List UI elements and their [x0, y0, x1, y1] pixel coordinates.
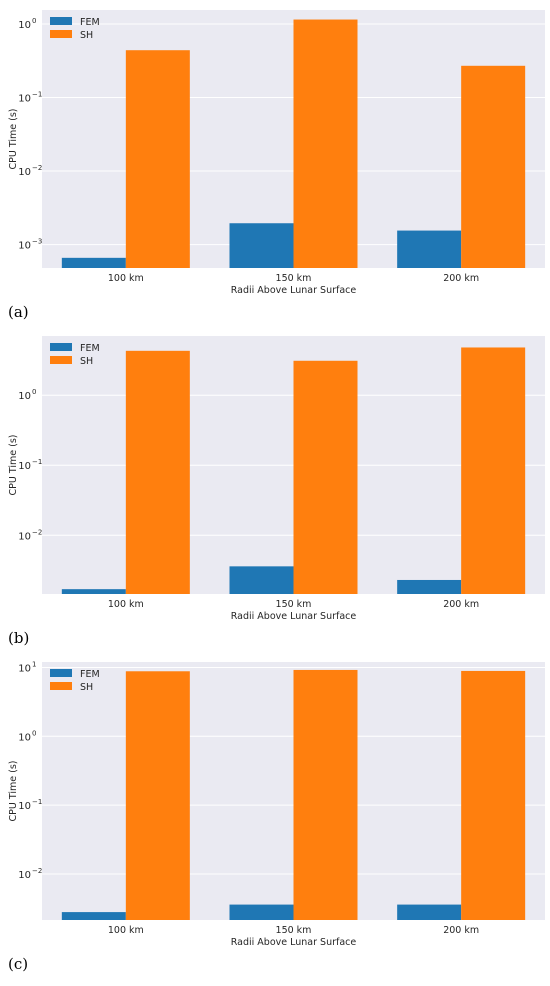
panel-label-a: (a): [8, 303, 29, 321]
y-tick-exponent: 1: [32, 660, 36, 668]
x-tick-label: 200 km: [443, 273, 479, 284]
x-tick-label: 100 km: [108, 273, 144, 284]
y-tick-label: 10: [18, 663, 31, 674]
x-axis-label: Radii Above Lunar Surface: [231, 611, 357, 622]
bar-fem: [61, 589, 126, 594]
y-tick-label: 10: [18, 94, 31, 105]
legend-swatch-fem: [50, 343, 72, 351]
bar-fem: [229, 904, 294, 920]
y-tick-exponent: −1: [32, 798, 42, 806]
y-axis-label: CPU Time (s): [8, 109, 19, 170]
x-tick-label: 150 km: [276, 599, 312, 610]
y-tick-exponent: −2: [32, 164, 42, 172]
panel-label-b: (b): [8, 629, 30, 647]
bar-fem: [229, 566, 294, 594]
chart-panel-c: 10 1 10 0 10 −1 10 −2 100 km 150 km 200 km Radii Ab…: [0, 652, 550, 977]
y-tick-exponent: −2: [32, 867, 42, 875]
legend-swatch-fem: [50, 17, 72, 25]
bar-sh: [461, 65, 526, 268]
bar-fem: [397, 579, 462, 594]
y-tick-label: 10: [18, 801, 31, 812]
y-axis-label: CPU Time (s): [8, 435, 19, 496]
bar-fem: [61, 257, 126, 268]
x-axis-label: Radii Above Lunar Surface: [231, 285, 357, 296]
y-tick-label: 10: [18, 531, 31, 542]
legend-label: FEM: [80, 343, 100, 354]
y-tick-label: 10: [18, 20, 31, 31]
bar-sh: [125, 50, 190, 269]
legend-label: FEM: [80, 669, 100, 680]
x-tick-label: 150 km: [276, 925, 312, 936]
y-tick-label: 10: [18, 241, 31, 252]
y-tick-label: 10: [18, 391, 31, 402]
bar-fem: [229, 223, 294, 268]
x-tick-label: 100 km: [108, 599, 144, 610]
bar-sh: [293, 669, 358, 920]
x-tick-label: 200 km: [443, 925, 479, 936]
legend-label: SH: [80, 682, 93, 693]
bar-sh: [293, 19, 358, 268]
legend-label: SH: [80, 356, 93, 367]
y-tick-exponent: −1: [32, 91, 42, 99]
chart-panel-b: 10 0 10 −1 10 −2 100 km 150 km 200 km Radii Above…: [0, 326, 550, 651]
legend-swatch-fem: [50, 669, 72, 677]
y-tick-label: 10: [18, 870, 31, 881]
legend-swatch-sh: [50, 356, 72, 364]
bar-fem: [397, 904, 462, 920]
bar-sh: [461, 347, 526, 594]
bar-sh: [461, 670, 526, 920]
bar-fem: [61, 912, 126, 920]
bar-sh: [125, 350, 190, 594]
panel-label-c: (c): [8, 955, 29, 973]
x-tick-label: 200 km: [443, 599, 479, 610]
y-tick-exponent: 0: [32, 17, 36, 25]
y-tick-label: 10: [18, 732, 31, 743]
y-tick-exponent: −2: [32, 528, 42, 536]
bar-sh: [125, 671, 190, 920]
legend-swatch-sh: [50, 30, 72, 38]
y-tick-exponent: 0: [32, 388, 36, 396]
bar-fem: [397, 230, 462, 268]
y-tick-label: 10: [18, 167, 31, 178]
y-tick-label: 10: [18, 461, 31, 472]
y-tick-exponent: 0: [32, 729, 36, 737]
legend-label: FEM: [80, 17, 100, 28]
x-tick-label: 100 km: [108, 925, 144, 936]
legend-label: SH: [80, 30, 93, 41]
x-tick-label: 150 km: [276, 273, 312, 284]
x-axis-label: Radii Above Lunar Surface: [231, 937, 357, 948]
bar-sh: [293, 360, 358, 594]
y-tick-exponent: −3: [32, 238, 42, 246]
y-tick-exponent: −1: [32, 458, 42, 466]
legend-swatch-sh: [50, 682, 72, 690]
chart-panel-a: 10 0 10 −1 10 −2 10 −3 100 km 150 km 200 km Radii A…: [0, 0, 550, 325]
y-axis-label: CPU Time (s): [8, 761, 19, 822]
